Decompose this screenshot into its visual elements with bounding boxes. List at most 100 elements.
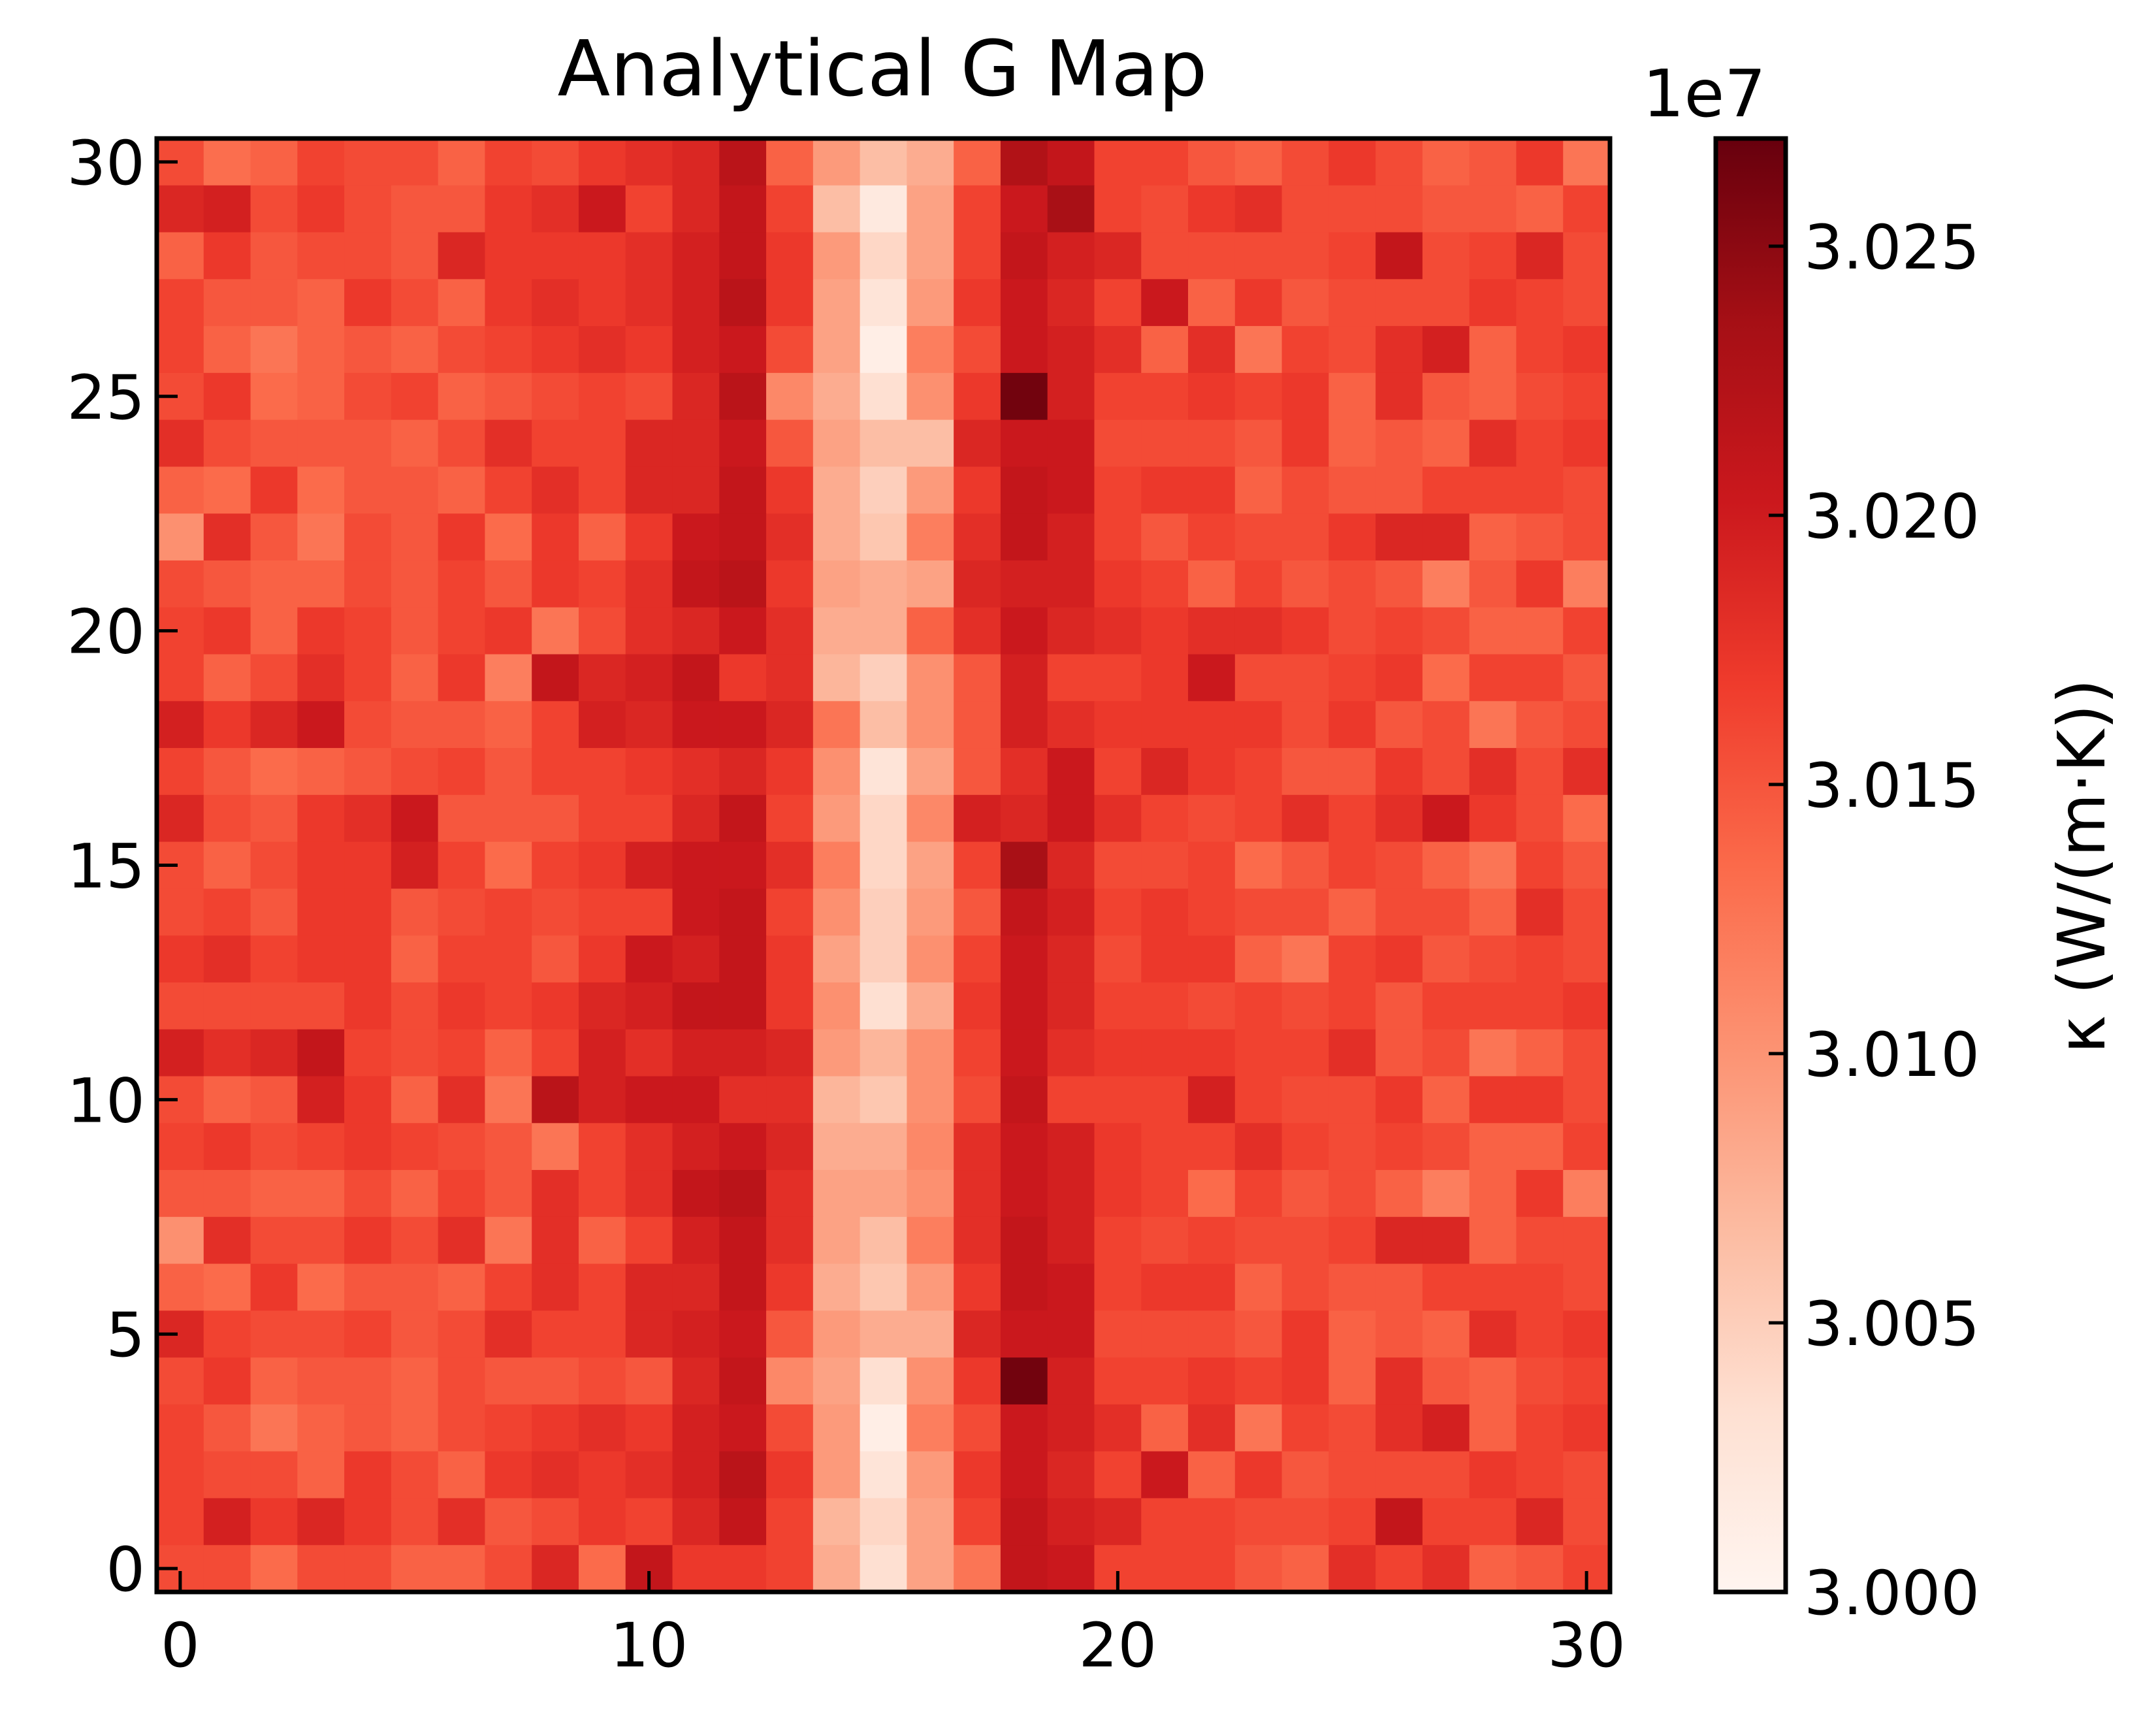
heatmap-cell — [1563, 1216, 1611, 1265]
heatmap-cell — [203, 1263, 251, 1311]
heatmap-cell — [719, 1357, 767, 1405]
heatmap-cell — [1563, 466, 1611, 514]
heatmap-cell — [203, 1029, 251, 1077]
heatmap-cell — [1047, 232, 1095, 280]
heatmap-cell — [1376, 607, 1423, 655]
heatmap-cell — [907, 794, 954, 843]
heatmap-cell — [344, 138, 392, 186]
heatmap-cell — [1094, 232, 1142, 280]
heatmap-cell — [1422, 982, 1470, 1030]
heatmap-cell — [1469, 748, 1517, 796]
heatmap-cell — [157, 1216, 204, 1265]
heatmap-cell — [391, 1029, 439, 1077]
heatmap-cell — [250, 1029, 298, 1077]
heatmap-cell — [157, 982, 204, 1030]
heatmap-cell — [485, 888, 532, 936]
heatmap-cell — [532, 185, 579, 233]
heatmap-cell — [203, 232, 251, 280]
heatmap-cell — [860, 982, 907, 1030]
heatmap-cell — [1141, 1310, 1189, 1358]
heatmap-cell — [672, 701, 720, 749]
heatmap-cell — [1000, 466, 1048, 514]
heatmap-cell — [1563, 982, 1611, 1030]
heatmap-cell — [1328, 1310, 1376, 1358]
heatmap-cell — [344, 466, 392, 514]
heatmap-cell — [297, 1123, 345, 1171]
heatmap-cell — [203, 982, 251, 1030]
heatmap-cell — [578, 466, 626, 514]
heatmap-cell — [250, 185, 298, 233]
heatmap-cell — [1188, 607, 1236, 655]
heatmap-cell — [1422, 1263, 1470, 1311]
heatmap-cell — [485, 185, 532, 233]
heatmap-cell — [860, 1029, 907, 1077]
heatmap-cell — [1328, 560, 1376, 608]
heatmap-cell — [1094, 466, 1142, 514]
heatmap-cell — [625, 1310, 673, 1358]
heatmap-cell — [578, 935, 626, 983]
heatmap-cell — [1422, 794, 1470, 843]
heatmap-cell — [1516, 466, 1564, 514]
heatmap-cell — [907, 654, 954, 702]
heatmap-cell — [391, 1170, 439, 1218]
heatmap-cell — [719, 419, 767, 468]
heatmap-cell — [203, 701, 251, 749]
heatmap-cell — [250, 701, 298, 749]
heatmap-cell — [532, 841, 579, 889]
heatmap-cell — [1188, 232, 1236, 280]
heatmap-cell — [297, 1076, 345, 1124]
heatmap-cell — [672, 279, 720, 327]
heatmap-cell — [1000, 607, 1048, 655]
heatmap-cell — [907, 419, 954, 468]
heatmap-cell — [1234, 1451, 1283, 1499]
heatmap-cell — [1516, 138, 1564, 186]
heatmap-cell — [1281, 1404, 1329, 1452]
heatmap-cell — [1422, 607, 1470, 655]
heatmap-cell — [907, 1263, 954, 1311]
heatmap-cell — [391, 1263, 439, 1311]
heatmap-cell — [532, 326, 579, 374]
heatmap-cell — [1000, 419, 1048, 468]
heatmap-cell — [719, 1498, 767, 1546]
heatmap-cells — [157, 138, 1611, 1593]
heatmap-cell — [1281, 607, 1329, 655]
heatmap-cell — [1469, 138, 1517, 186]
heatmap-cell — [1516, 794, 1564, 843]
heatmap-cell — [1141, 279, 1189, 327]
heatmap-cell — [1000, 1545, 1048, 1593]
heatmap-cell — [391, 1357, 439, 1405]
heatmap-cell — [203, 794, 251, 843]
heatmap-cell — [672, 1123, 720, 1171]
heatmap-cell — [1234, 841, 1283, 889]
heatmap-cell — [391, 888, 439, 936]
heatmap-cell — [1000, 841, 1048, 889]
heatmap-cell — [954, 1123, 1001, 1171]
heatmap-cell — [672, 935, 720, 983]
heatmap-cell — [344, 1357, 392, 1405]
heatmap-cell — [672, 1029, 720, 1077]
heatmap-cell — [1563, 1029, 1611, 1077]
heatmap-cell — [907, 466, 954, 514]
heatmap-cell — [860, 935, 907, 983]
heatmap-cell — [860, 560, 907, 608]
heatmap-cell — [1516, 1451, 1564, 1499]
heatmap-cell — [766, 654, 814, 702]
heatmap-cell — [1469, 1216, 1517, 1265]
heatmap-cell — [813, 326, 861, 374]
heatmap-cell — [485, 1545, 532, 1593]
heatmap-cell — [438, 1404, 486, 1452]
heatmap-cell — [719, 748, 767, 796]
heatmap-cell — [1141, 1404, 1189, 1452]
heatmap-cell — [203, 419, 251, 468]
heatmap-cell — [1141, 513, 1189, 561]
heatmap-cell — [1376, 701, 1423, 749]
heatmap-cell — [766, 185, 814, 233]
heatmap-cell — [1000, 372, 1048, 421]
heatmap-cell — [157, 326, 204, 374]
heatmap-cell — [860, 701, 907, 749]
heatmap-cell — [1376, 419, 1423, 468]
heatmap-cell — [1422, 1404, 1470, 1452]
heatmap-cell — [1000, 1404, 1048, 1452]
heatmap-cell — [672, 1216, 720, 1265]
heatmap-cell — [391, 138, 439, 186]
